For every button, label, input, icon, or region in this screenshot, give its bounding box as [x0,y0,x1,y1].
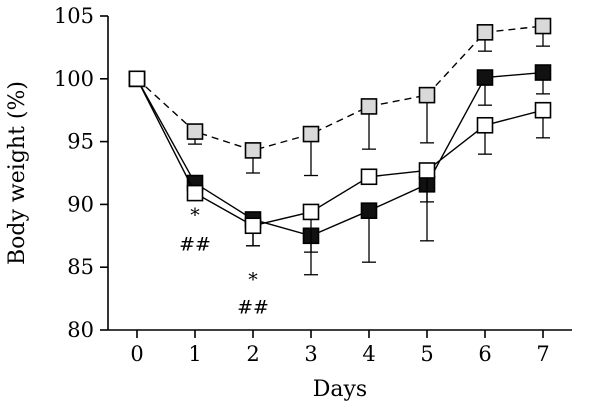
data-point [302,125,320,143]
y-tick-label: 95 [67,130,94,154]
x-axis-title: Days [313,377,367,402]
significance-label: ## [237,296,269,318]
data-point [418,86,436,104]
significance-label: * [190,205,200,227]
x-tick-label: 0 [130,342,143,366]
series-1 [128,17,552,177]
data-point [534,101,552,119]
significance-label: * [248,269,258,291]
annotations: * ## * ## [179,205,269,319]
data-point [186,184,204,202]
x-tick-label: 4 [362,342,375,366]
data-point [244,217,262,235]
data-point [244,142,262,159]
x-tick-label: 1 [188,342,201,366]
data-point [418,162,436,179]
x-tick-label: 3 [304,342,317,366]
y-tick-label: 105 [54,4,94,28]
series-line [136,71,544,237]
x-tick-label: 6 [478,342,491,366]
y-axis-title: Body weight (%) [5,81,30,265]
data-point [360,202,378,219]
y-tick-label: 85 [67,255,94,279]
data-point [186,123,204,140]
data-point [476,24,494,41]
series-layer [128,17,552,276]
data-point [476,69,494,86]
significance-label: ## [179,234,211,256]
data-point [302,203,320,221]
y-tick-label: 100 [54,67,94,91]
data-point [128,70,146,88]
series-line [136,25,544,152]
series-3 [128,70,552,253]
data-point [534,17,552,35]
x-tick-label: 5 [420,342,433,366]
data-point [476,116,494,134]
series-line [136,78,544,227]
y-ticks: 80 85 90 95 100 105 [54,4,108,342]
data-point [360,168,378,186]
y-tick-label: 90 [67,192,94,216]
x-tick-label: 2 [246,342,259,366]
y-tick-label: 80 [67,318,94,342]
data-point [360,98,378,115]
axes [107,16,572,331]
x-tick-label: 7 [536,342,549,366]
x-ticks: 0 1 2 3 4 5 6 7 [130,330,550,366]
data-point [534,64,552,81]
